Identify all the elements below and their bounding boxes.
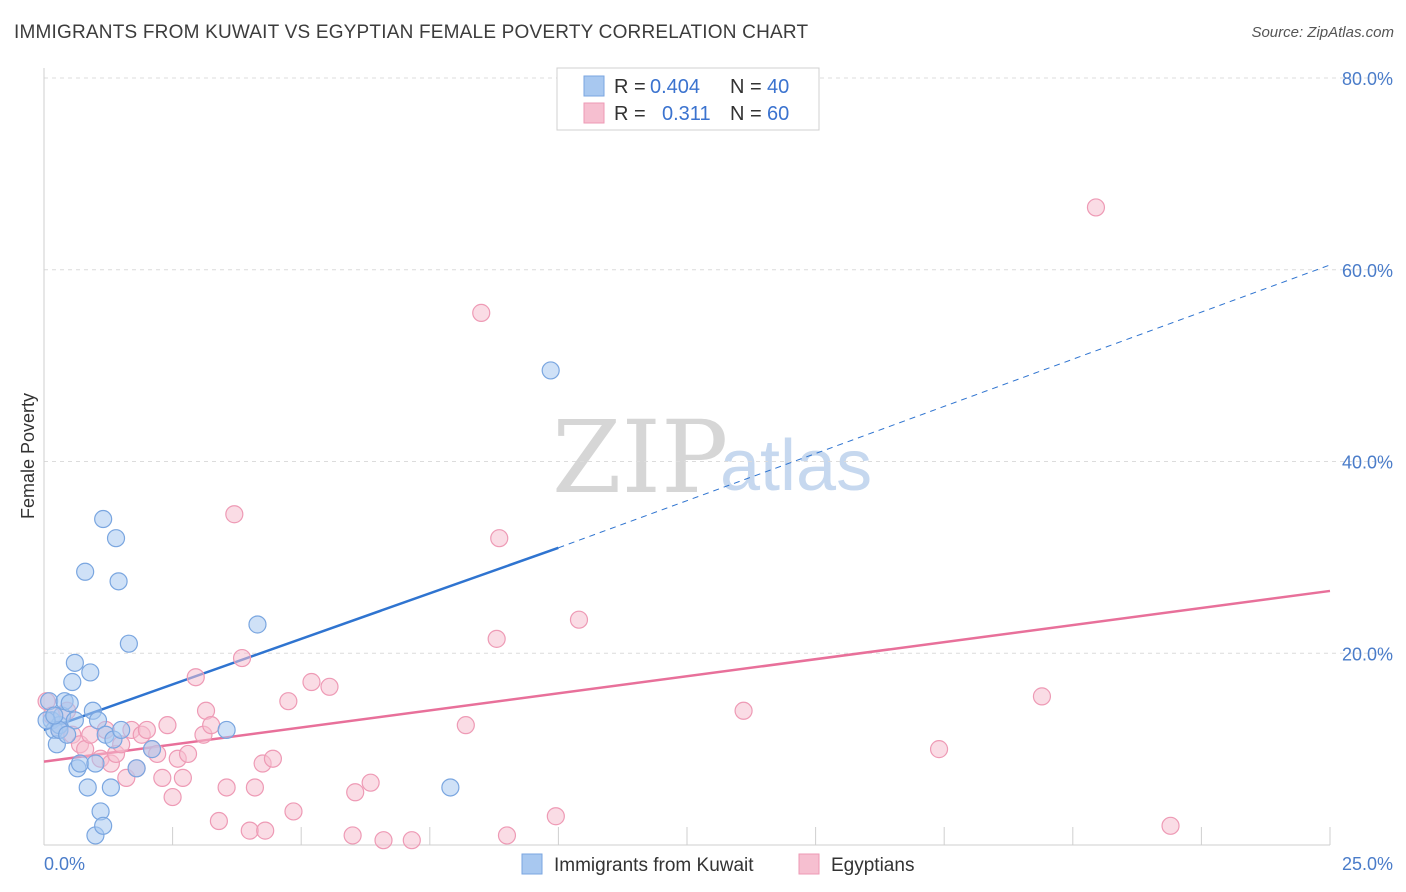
bottom-legend-swatch-kuwait: [521, 853, 543, 875]
egyptians-point: [361, 773, 380, 792]
kuwait-point: [142, 740, 162, 759]
kuwait-point: [65, 711, 84, 730]
egyptians-point: [263, 749, 283, 768]
egyptians-point: [302, 672, 321, 692]
x-tick-label-min: 0.0%: [44, 854, 85, 874]
legend-r-value-kuwait: 0.404: [650, 76, 700, 98]
legend-r-label-kuwait: R =: [614, 76, 646, 98]
kuwait-trend-line: [43, 546, 559, 732]
egyptians-point: [256, 821, 275, 840]
egyptians-point: [734, 701, 753, 720]
kuwait-point: [60, 694, 79, 713]
kuwait-point: [217, 720, 236, 740]
kuwait-point: [109, 572, 128, 591]
egyptians-point: [225, 505, 244, 524]
kuwait-points: [37, 361, 560, 845]
kuwait-trend-extension: [558, 264, 1331, 549]
egyptians-point: [202, 716, 221, 735]
egyptians-point: [497, 826, 517, 845]
legend-r-value-egyptians: 0.311: [662, 103, 711, 125]
kuwait-point: [88, 711, 108, 730]
kuwait-point: [78, 778, 97, 797]
egyptians-point: [1161, 816, 1180, 835]
egyptians-point: [1086, 198, 1106, 217]
egyptians-point: [163, 787, 182, 807]
egyptians-point: [456, 716, 475, 735]
egyptians-point: [153, 768, 172, 787]
egyptians-point: [320, 677, 339, 696]
egyptians-point: [929, 740, 949, 759]
trend-lines: [43, 264, 1331, 763]
kuwait-point: [127, 759, 146, 778]
legend-swatch-kuwait: [583, 75, 605, 97]
egyptians-point: [217, 778, 236, 797]
egyptians-point: [284, 802, 303, 821]
egyptians-trend-line: [43, 589, 1331, 763]
y-tick-label: 40.0%: [1342, 453, 1393, 473]
y-tick-labels: 20.0% 40.0% 60.0% 80.0%: [1342, 69, 1393, 664]
egyptians-point: [186, 668, 205, 687]
egyptians-point: [569, 610, 589, 629]
egyptians-point: [374, 831, 393, 850]
egyptians-points: [37, 198, 1180, 850]
kuwait-point: [248, 615, 267, 634]
kuwait-point: [63, 672, 82, 692]
kuwait-point: [101, 778, 120, 797]
y-tick-label: 60.0%: [1342, 261, 1393, 281]
kuwait-point: [81, 663, 100, 682]
kuwait-point: [112, 720, 131, 740]
egyptians-point: [173, 768, 192, 787]
y-tick-label: 20.0%: [1342, 644, 1393, 664]
egyptians-point: [232, 648, 252, 668]
legend-n-value-egyptians: 60: [767, 103, 789, 125]
x-ticks: [43, 827, 1331, 845]
kuwait-point: [94, 816, 113, 835]
source-label: Source: ZipAtlas.com: [1251, 24, 1394, 41]
kuwait-point: [58, 725, 77, 744]
egyptians-point: [472, 303, 491, 322]
egyptians-point: [245, 778, 265, 797]
bottom-legend-label-kuwait: Immigrants from Kuwait: [554, 855, 754, 876]
egyptians-point: [402, 831, 421, 850]
kuwait-point: [541, 361, 560, 380]
egyptians-point: [346, 783, 365, 802]
egyptians-point: [178, 744, 198, 764]
kuwait-point: [119, 634, 138, 653]
kuwait-point: [441, 778, 460, 797]
kuwait-point: [86, 754, 105, 773]
legend-n-label-egyptians: N =: [730, 103, 762, 125]
kuwait-point: [106, 529, 126, 548]
watermark-zip: ZIP: [552, 399, 728, 516]
egyptians-point: [279, 692, 298, 711]
y-axis-label: Female Poverty: [18, 393, 38, 519]
egyptians-point: [209, 811, 228, 831]
chart-title: IMMIGRANTS FROM KUWAIT VS EGYPTIAN FEMAL…: [14, 22, 809, 43]
legend-r-label-egyptians: R =: [614, 103, 646, 125]
egyptians-point: [487, 629, 506, 648]
egyptians-point: [240, 821, 259, 840]
bottom-legend: Immigrants from Kuwait Egyptians: [521, 853, 914, 876]
kuwait-point: [65, 653, 84, 672]
watermark-atlas: atlas: [720, 426, 872, 506]
y-tick-label: 80.0%: [1342, 69, 1393, 89]
bottom-legend-swatch-egyptians: [798, 853, 820, 875]
egyptians-point: [490, 529, 509, 548]
egyptians-point: [546, 807, 565, 826]
egyptians-point: [1032, 687, 1052, 706]
kuwait-point: [94, 509, 113, 529]
egyptians-point: [158, 716, 177, 735]
legend-swatch-egyptians: [583, 102, 605, 124]
legend-n-label-kuwait: N =: [730, 76, 762, 98]
grid-lines: [44, 77, 1393, 654]
kuwait-point: [70, 754, 90, 773]
kuwait-point: [45, 706, 64, 725]
legend: R = 0.404 N = 40 R = 0.311 N = 60: [556, 67, 820, 131]
x-tick-label-max: 25.0%: [1342, 854, 1393, 874]
kuwait-point: [76, 562, 95, 581]
legend-n-value-kuwait: 40: [767, 76, 789, 98]
egyptians-point: [137, 720, 156, 740]
egyptians-point: [343, 826, 362, 845]
bottom-legend-label-egyptians: Egyptians: [831, 855, 914, 876]
